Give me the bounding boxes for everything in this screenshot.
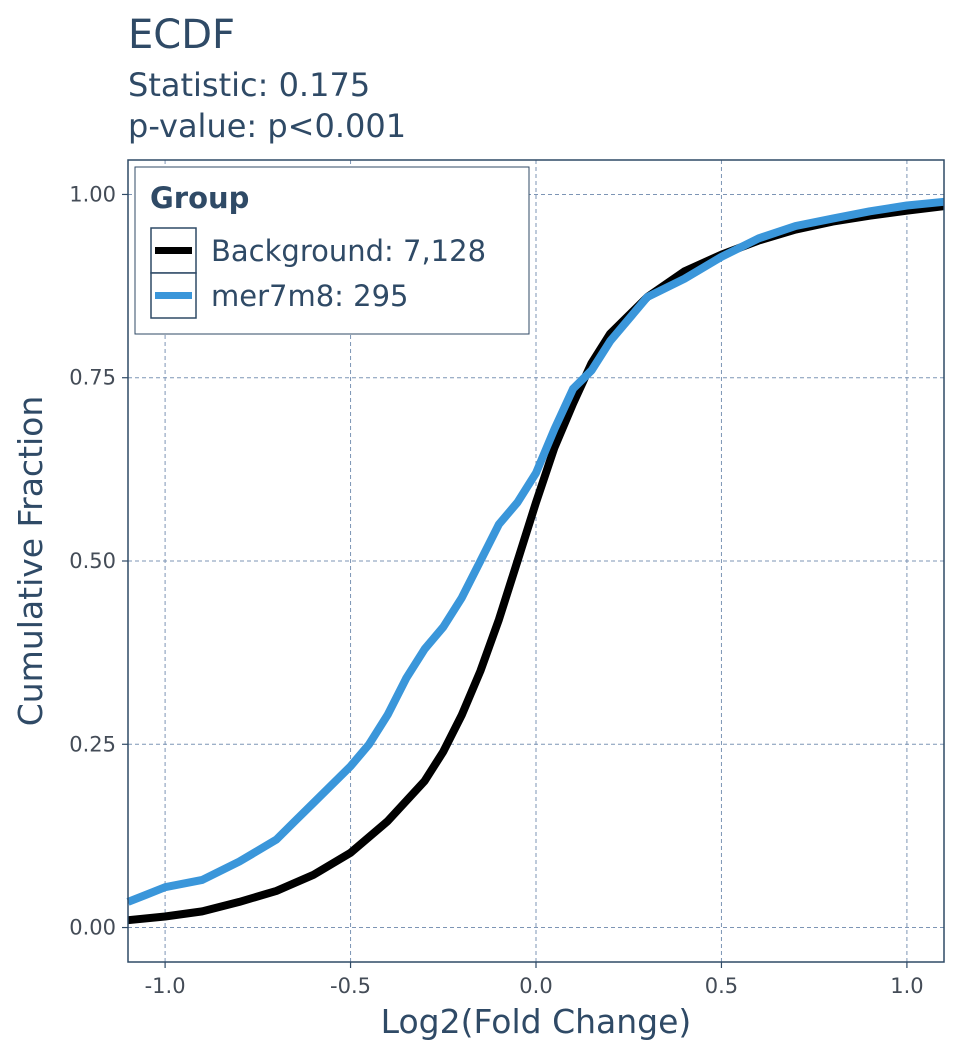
legend-title: Group bbox=[150, 181, 249, 215]
series-line-mer7m8 bbox=[126, 197, 945, 906]
y-tick-label-4: 1.00 bbox=[69, 182, 116, 206]
x-axis-title: Log2(Fold Change) bbox=[381, 1002, 692, 1041]
y-tick-label-2: 0.50 bbox=[69, 549, 116, 573]
chart-title: ECDF bbox=[128, 12, 235, 58]
x-tick-label-3: 0.5 bbox=[705, 974, 738, 998]
legend-label-mer7m8: mer7m8: 295 bbox=[211, 279, 409, 313]
chart-subtitle-statistic: Statistic: 0.175 bbox=[128, 66, 370, 104]
y-tick-label-3: 0.75 bbox=[69, 366, 116, 390]
y-axis-title: Cumulative Fraction bbox=[11, 396, 50, 727]
legend-label-background: Background: 7,128 bbox=[211, 234, 486, 268]
series-lines bbox=[126, 197, 945, 925]
y-tick-label-1: 0.25 bbox=[69, 732, 116, 756]
axis-ticks: -1.0 -0.5 0.0 0.5 1.0 0.00 0.25 0.50 0.75 1.00 bbox=[69, 182, 923, 998]
x-tick-label-4: 1.0 bbox=[890, 974, 923, 998]
y-tick-label-0: 0.00 bbox=[69, 916, 116, 940]
legend: Group Background: 7,128 mer7m8: 295 bbox=[134, 166, 530, 335]
x-tick-label-2: 0.0 bbox=[519, 974, 552, 998]
x-tick-label-1: -0.5 bbox=[330, 974, 371, 998]
chart-subtitle-pvalue: p-value: p<0.001 bbox=[128, 107, 406, 145]
legend-box bbox=[134, 166, 530, 335]
x-tick-label-0: -1.0 bbox=[145, 974, 186, 998]
